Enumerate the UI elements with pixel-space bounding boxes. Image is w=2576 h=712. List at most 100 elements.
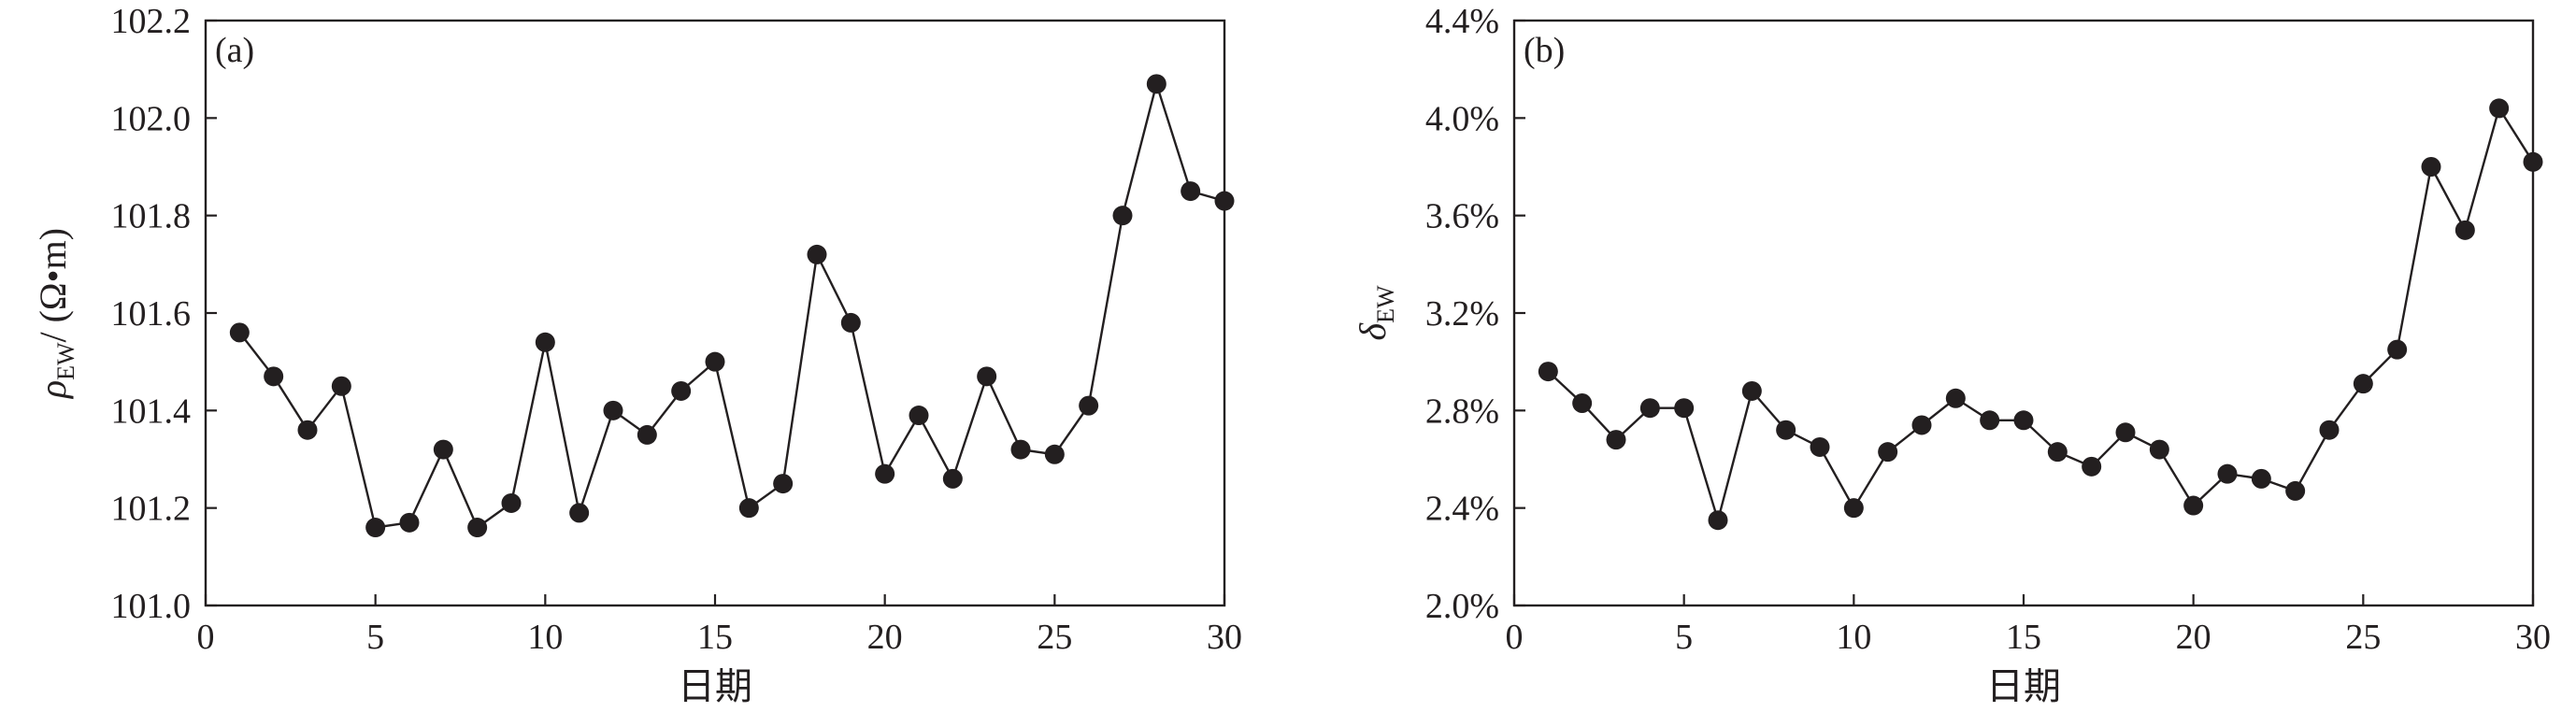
data-point (1741, 380, 1762, 401)
x-tick-label: 15 (697, 618, 733, 657)
data-point (1538, 362, 1558, 382)
data-point (467, 518, 488, 538)
data-point (365, 518, 386, 538)
y-tick-label: 4.0% (1425, 99, 1499, 138)
data-point (501, 492, 522, 513)
data-point (2353, 374, 2373, 394)
data-point (1639, 398, 1660, 419)
data-point (2454, 220, 2475, 240)
data-point (2489, 98, 2510, 119)
data-point (331, 376, 351, 396)
x-tick-label: 15 (2006, 618, 2041, 657)
plot-frame (1512, 19, 2535, 607)
y-tick-label: 2.8% (1425, 392, 1499, 431)
x-tick-label: 25 (1037, 618, 1072, 657)
data-point (1146, 74, 1166, 94)
data-point (1214, 191, 1235, 211)
x-tick-label: 20 (867, 618, 903, 657)
x-tick-label: 30 (2515, 618, 2551, 657)
data-point (705, 351, 725, 372)
data-point (1112, 206, 1133, 226)
data-point (2319, 420, 2340, 440)
data-point (1079, 395, 1099, 416)
data-point (1911, 415, 1932, 435)
x-tick-label: 0 (197, 618, 215, 657)
data-point (2217, 463, 2238, 484)
data-point (1572, 393, 1593, 414)
data-point (1843, 498, 1864, 519)
data-point (1708, 510, 1728, 531)
data-point (942, 468, 963, 489)
data-point (1945, 388, 1966, 408)
panel-label: (b) (1524, 31, 1565, 70)
x-tick-label: 5 (366, 618, 384, 657)
series-line (238, 79, 1225, 530)
y-tick-label: 101.8 (111, 197, 192, 236)
data-point (637, 424, 657, 445)
x-tick-label: 5 (1675, 618, 1693, 657)
data-point (2421, 157, 2441, 177)
data-point (264, 366, 284, 387)
y-axis-title: ρEW/ (Ω•m) (32, 228, 79, 400)
data-point (909, 406, 929, 426)
data-point (2082, 456, 2102, 477)
plot-frame (204, 19, 1226, 607)
data-point (1606, 430, 1626, 450)
chart-panel-a: 0 5 10 15 20 25 30 101.0 101.2 101.4 101.6 101.8 102… (32, 2, 1242, 707)
y-tick-label: 101.4 (111, 392, 192, 431)
data-point (433, 439, 453, 460)
data-point (738, 498, 759, 519)
x-tick-label: 25 (2345, 618, 2381, 657)
data-point (1776, 420, 1796, 440)
data-point (1674, 398, 1695, 419)
data-point (2285, 480, 2306, 501)
data-point (2013, 410, 2034, 431)
y-axis-title: δEW (1352, 285, 1399, 340)
data-point (2251, 468, 2271, 489)
data-point (2115, 422, 2136, 443)
y-tick-label: 101.6 (111, 294, 192, 334)
y-tick-label: 102.0 (111, 99, 192, 138)
data-point (1980, 410, 2000, 431)
data-point (399, 512, 420, 533)
data-point (1010, 439, 1031, 460)
panel-label: (a) (215, 31, 254, 70)
data-point (1181, 181, 1201, 202)
chart-panel-b: 0 5 10 15 20 25 30 2.0% 2.4% 2.8% 3.2% 3.6% 4.0% 4.4%… (1352, 2, 2551, 707)
y-tick-label: 3.2% (1425, 294, 1499, 334)
y-tick-label: 4.4% (1425, 2, 1499, 41)
data-point (2523, 151, 2543, 172)
data-point (2387, 339, 2408, 360)
series-line (1547, 105, 2535, 525)
data-point (1878, 442, 1898, 463)
y-tick-label: 2.0% (1425, 587, 1499, 626)
data-point (2183, 495, 2204, 516)
x-tick-label: 30 (1207, 618, 1242, 657)
data-point (1810, 436, 1830, 457)
data-point (840, 312, 861, 333)
x-tick-label: 0 (1506, 618, 1524, 657)
y-tick-label: 2.4% (1425, 490, 1499, 529)
data-point (569, 503, 590, 523)
data-point (671, 380, 692, 401)
data-point (229, 322, 250, 343)
x-tick-label: 10 (527, 618, 563, 657)
data-point (773, 474, 794, 494)
data-point (603, 400, 623, 420)
x-axis-title: 日期 (1986, 665, 2061, 707)
y-tick-label: 101.2 (111, 490, 192, 529)
x-tick-label: 20 (2176, 618, 2211, 657)
data-point (807, 244, 827, 264)
y-tick-label: 101.0 (111, 587, 192, 626)
data-point (2149, 439, 2169, 460)
data-point (977, 366, 997, 387)
data-point (535, 332, 555, 352)
x-tick-label: 10 (1836, 618, 1871, 657)
data-point (297, 420, 318, 440)
data-point (2047, 442, 2068, 463)
data-point (875, 463, 895, 484)
x-axis-title: 日期 (678, 665, 752, 707)
y-tick-label: 102.2 (111, 2, 192, 41)
data-point (1044, 444, 1065, 464)
